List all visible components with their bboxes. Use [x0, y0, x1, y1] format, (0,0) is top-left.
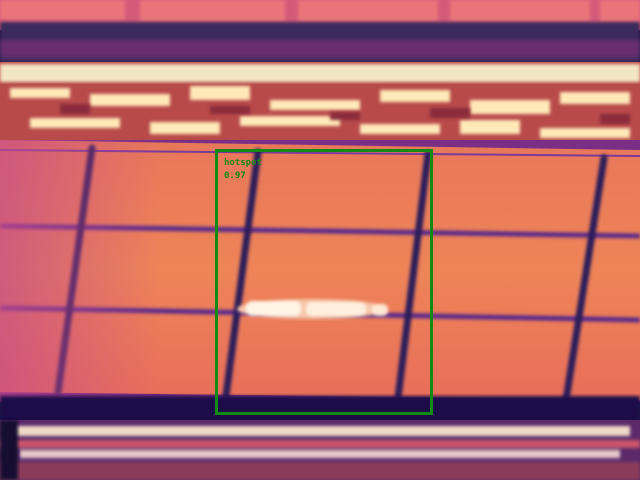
detection-label: hotspot 0.97: [224, 157, 262, 183]
detection-score: 0.97: [224, 171, 246, 181]
hotspot-detection-box: [215, 149, 433, 415]
detection-class: hotspot: [224, 158, 262, 168]
